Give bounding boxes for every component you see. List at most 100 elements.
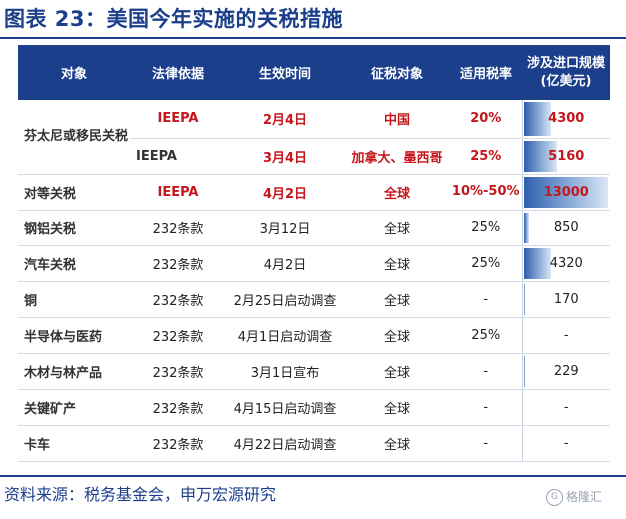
cell-rate: 25% bbox=[450, 317, 522, 354]
table-header-row: 对象 法律依据 生效时间 征税对象 适用税率 涉及进口规模(亿美元) bbox=[18, 45, 610, 100]
value-bar bbox=[523, 283, 525, 315]
value-label: 170 bbox=[553, 291, 579, 307]
value-label: 850 bbox=[553, 220, 579, 235]
value-label: 13000 bbox=[543, 184, 589, 200]
cell-date: 3月12日 bbox=[226, 210, 344, 246]
value-label: 4320 bbox=[549, 255, 583, 271]
figure-title: 图表 23：美国今年实施的关税措施 bbox=[4, 7, 344, 31]
value-bar bbox=[523, 102, 552, 136]
cell-basis: IEEPA bbox=[130, 100, 226, 139]
header-date: 生效时间 bbox=[226, 45, 344, 100]
value-label: 4300 bbox=[548, 111, 585, 127]
cell-rate: - bbox=[450, 353, 522, 390]
value-bar bbox=[523, 355, 525, 387]
cell-item: 卡车 bbox=[18, 425, 130, 462]
cell-basis: 232条款 bbox=[130, 281, 226, 318]
cell-target: 中国 bbox=[344, 100, 450, 139]
cell-target: 全球 bbox=[344, 389, 450, 426]
cell-date: 4月15日启动调查 bbox=[226, 389, 344, 426]
source-note: 资料来源：税务基金会，申万宏源研究 bbox=[4, 485, 277, 504]
cell-rate: 25% bbox=[450, 210, 522, 246]
cell-basis: 232条款 bbox=[130, 245, 226, 282]
cell-basis: 232条款 bbox=[130, 210, 226, 246]
cell-rate: - bbox=[450, 281, 522, 318]
table-row: 卡车 232条款 4月22日启动调查 全球 - - bbox=[18, 425, 610, 462]
table-row: IEEPA 3月4日 加拿大、墨西哥 25% 5160 bbox=[18, 138, 610, 175]
cell-date: 4月22日启动调查 bbox=[226, 425, 344, 462]
tariff-table: 对象 法律依据 生效时间 征税对象 适用税率 涉及进口规模(亿美元) 芬太尼或移… bbox=[18, 45, 610, 462]
cell-basis: 232条款 bbox=[130, 389, 226, 426]
table-row: 木材与林产品 232条款 3月1日宣布 全球 - 229 bbox=[18, 353, 610, 390]
cell-item: 木材与林产品 bbox=[18, 353, 130, 390]
header-rate: 适用税率 bbox=[450, 45, 522, 100]
table-row: 汽车关税 232条款 4月2日 全球 25% 4320 bbox=[18, 245, 610, 282]
cell-date: 3月1日宣布 bbox=[226, 353, 344, 390]
table-row: 对等关税 IEEPA 4月2日 全球 10%-50% 13000 bbox=[18, 173, 610, 211]
cell-target: 全球 bbox=[344, 210, 450, 246]
watermark-logo-icon: G bbox=[546, 489, 563, 506]
value-label: - bbox=[563, 399, 569, 415]
table-row: 关键矿产 232条款 4月15日启动调查 全球 - - bbox=[18, 389, 610, 426]
cell-value: - bbox=[521, 425, 610, 462]
cell-value: 850 bbox=[521, 210, 610, 246]
cell-rate: 25% bbox=[450, 138, 522, 175]
cell-date: 2月4日 bbox=[226, 100, 344, 139]
footer-divider bbox=[0, 475, 626, 477]
cell-basis: 232条款 bbox=[130, 425, 226, 462]
header-value: 涉及进口规模(亿美元) bbox=[522, 45, 610, 100]
cell-date: 3月4日 bbox=[226, 138, 344, 175]
watermark: G 格隆汇 bbox=[546, 486, 602, 508]
title-divider bbox=[0, 37, 626, 39]
cell-item: 钢铝关税 bbox=[18, 210, 130, 246]
value-label: - bbox=[563, 435, 569, 451]
header-basis: 法律依据 bbox=[130, 45, 226, 100]
value-label: - bbox=[563, 327, 569, 343]
cell-value: 229 bbox=[521, 353, 610, 390]
cell-value: - bbox=[521, 389, 610, 426]
header-item: 对象 bbox=[18, 45, 130, 100]
cell-target: 加拿大、墨西哥 bbox=[344, 138, 450, 175]
table-row: 半导体与医药 232条款 4月1日启动调查 全球 25% - bbox=[18, 317, 610, 354]
value-label: 229 bbox=[553, 363, 579, 379]
cell-rate: - bbox=[450, 425, 522, 462]
cell-item: 铜 bbox=[18, 281, 130, 318]
cell-basis: 232条款 bbox=[130, 353, 226, 390]
cell-value: - bbox=[521, 317, 610, 354]
cell-date: 4月2日 bbox=[226, 245, 344, 282]
header-target: 征税对象 bbox=[344, 45, 450, 100]
cell-date: 4月2日 bbox=[226, 173, 344, 211]
cell-rate: 20% bbox=[450, 100, 522, 139]
cell-target: 全球 bbox=[344, 353, 450, 390]
cell-target: 全球 bbox=[344, 173, 450, 211]
cell-item: 芬太尼或移民关税 bbox=[18, 100, 130, 175]
value-bar bbox=[523, 212, 529, 243]
cell-basis: IEEPA bbox=[130, 173, 226, 211]
cell-value: 13000 bbox=[521, 173, 610, 211]
cell-rate: 10%-50% bbox=[450, 173, 522, 211]
cell-basis: 232条款 bbox=[130, 317, 226, 354]
cell-item: 对等关税 bbox=[18, 173, 130, 211]
table-row: 铜 232条款 2月25日启动调查 全球 - 170 bbox=[18, 281, 610, 318]
cell-value: 4300 bbox=[521, 100, 610, 139]
cell-rate: 25% bbox=[450, 245, 522, 282]
cell-value: 170 bbox=[521, 281, 610, 318]
cell-rate: - bbox=[450, 389, 522, 426]
value-bar bbox=[523, 140, 557, 172]
value-bar bbox=[523, 247, 552, 279]
cell-value: 4320 bbox=[521, 245, 610, 282]
value-bar bbox=[523, 176, 608, 208]
cell-item: 关键矿产 bbox=[18, 389, 130, 426]
cell-basis: IEEPA bbox=[130, 138, 226, 175]
cell-item: 半导体与医药 bbox=[18, 317, 130, 354]
table-row: 芬太尼或移民关税 IEEPA 2月4日 中国 20% 4300 bbox=[18, 100, 610, 175]
watermark-text: 格隆汇 bbox=[566, 490, 603, 504]
cell-target: 全球 bbox=[344, 281, 450, 318]
cell-date: 4月1日启动调查 bbox=[226, 317, 344, 354]
cell-item: 汽车关税 bbox=[18, 245, 130, 282]
cell-date: 2月25日启动调查 bbox=[226, 281, 344, 318]
cell-value: 5160 bbox=[521, 138, 610, 175]
value-label: 5160 bbox=[548, 148, 585, 164]
cell-target: 全球 bbox=[344, 317, 450, 354]
cell-target: 全球 bbox=[344, 245, 450, 282]
table-row: 钢铝关税 232条款 3月12日 全球 25% 850 bbox=[18, 210, 610, 246]
